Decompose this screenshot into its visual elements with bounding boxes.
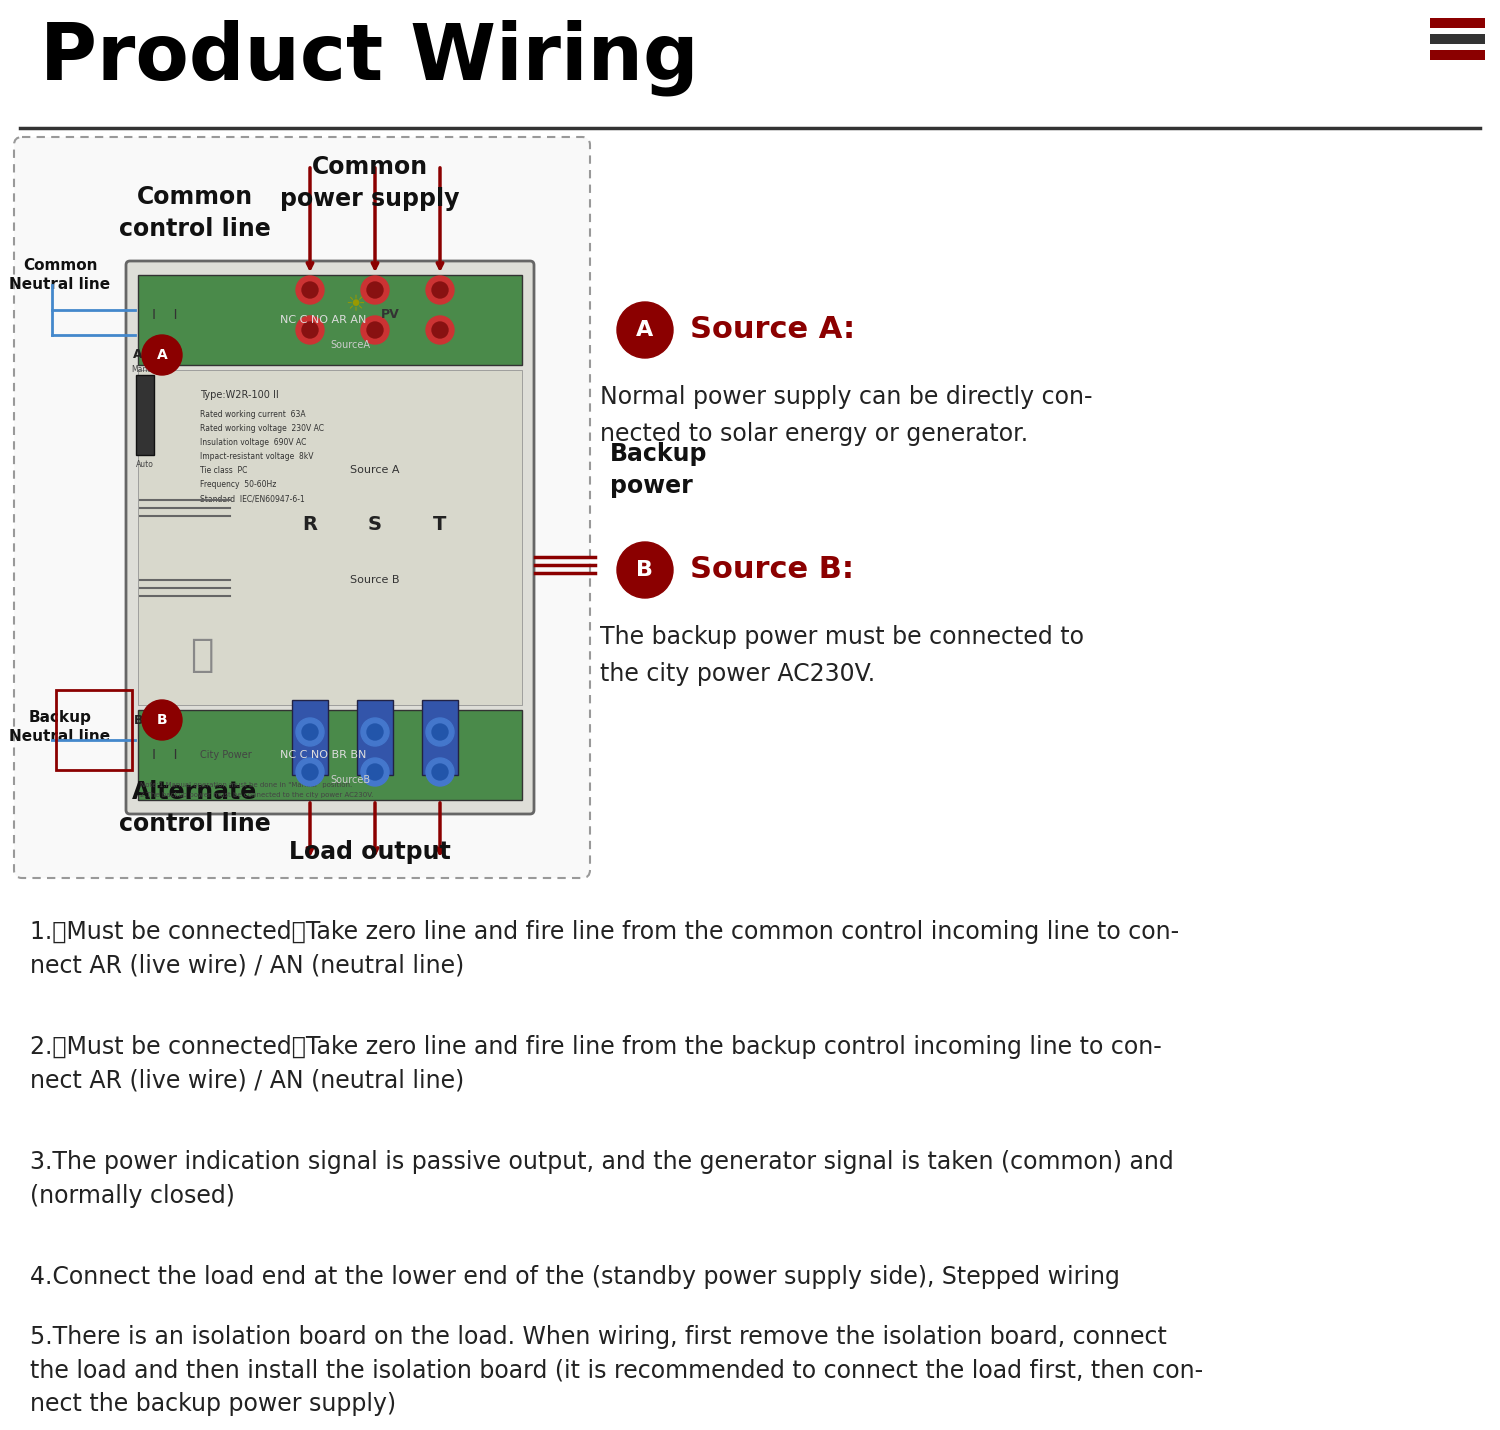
Text: Rated working voltage  230V AC: Rated working voltage 230V AC bbox=[200, 425, 324, 433]
Text: I    I: I I bbox=[153, 307, 177, 322]
Text: Standard  IEC/EN60947-6-1: Standard IEC/EN60947-6-1 bbox=[200, 493, 304, 503]
Text: A: A bbox=[134, 349, 142, 362]
Circle shape bbox=[426, 718, 454, 746]
Circle shape bbox=[432, 764, 448, 779]
Bar bbox=[357, 701, 393, 775]
Bar bbox=[136, 375, 154, 455]
Circle shape bbox=[616, 542, 674, 598]
Circle shape bbox=[432, 282, 448, 297]
Text: Source A:: Source A: bbox=[690, 316, 855, 345]
Circle shape bbox=[368, 724, 382, 739]
Circle shape bbox=[296, 718, 324, 746]
Bar bbox=[422, 701, 458, 775]
Text: Manual: Manual bbox=[130, 365, 159, 375]
Text: Impact-resistant voltage  8kV: Impact-resistant voltage 8kV bbox=[200, 452, 314, 460]
Text: Normal power supply can be directly con-
nected to solar energy or generator.: Normal power supply can be directly con-… bbox=[600, 385, 1092, 446]
Circle shape bbox=[426, 276, 454, 305]
Text: A: A bbox=[636, 320, 654, 340]
Text: Source A: Source A bbox=[350, 465, 399, 475]
Text: B: B bbox=[134, 714, 142, 726]
Text: S: S bbox=[368, 515, 382, 535]
Text: Frequency  50-60Hz: Frequency 50-60Hz bbox=[200, 480, 276, 489]
Text: 1.（Must be connected）Take zero line and fire line from the common control incomi: 1.（Must be connected）Take zero line and … bbox=[30, 919, 1179, 978]
Bar bbox=[1430, 19, 1485, 29]
Text: 2.（Must be connected）Take zero line and fire line from the backup control incomi: 2.（Must be connected）Take zero line and … bbox=[30, 1035, 1161, 1093]
Text: Tie class  PC: Tie class PC bbox=[200, 466, 248, 475]
Circle shape bbox=[302, 282, 318, 297]
Text: SourceA: SourceA bbox=[330, 340, 370, 350]
Bar bbox=[138, 275, 522, 365]
FancyBboxPatch shape bbox=[13, 137, 590, 878]
Text: PV: PV bbox=[381, 309, 399, 322]
Circle shape bbox=[368, 764, 382, 779]
Text: SourceB: SourceB bbox=[330, 775, 370, 785]
Text: B: B bbox=[636, 561, 654, 581]
Circle shape bbox=[302, 322, 318, 337]
Text: A: A bbox=[156, 347, 168, 362]
Circle shape bbox=[426, 316, 454, 345]
Text: ⬧: ⬧ bbox=[190, 636, 213, 674]
Circle shape bbox=[368, 282, 382, 297]
Bar bbox=[292, 701, 328, 775]
Text: Backup
Neutral line: Backup Neutral line bbox=[9, 711, 111, 744]
Text: 2.The backup power must be connected to the city power AC230V.: 2.The backup power must be connected to … bbox=[140, 792, 374, 798]
Bar bbox=[138, 711, 522, 799]
Text: NC C NO BR BN: NC C NO BR BN bbox=[280, 749, 366, 759]
Circle shape bbox=[426, 758, 454, 787]
Circle shape bbox=[362, 276, 388, 305]
Text: R: R bbox=[303, 515, 318, 535]
Circle shape bbox=[362, 758, 388, 787]
Text: Source B: Source B bbox=[350, 575, 399, 585]
Circle shape bbox=[616, 302, 674, 358]
Circle shape bbox=[368, 322, 382, 337]
Text: Type:W2R-100 II: Type:W2R-100 II bbox=[200, 390, 279, 400]
Circle shape bbox=[302, 764, 318, 779]
Text: Product Wiring: Product Wiring bbox=[40, 20, 699, 96]
Text: Common
power supply: Common power supply bbox=[280, 154, 459, 210]
Text: 4.Connect the load end at the lower end of the (standby power supply side), Step: 4.Connect the load end at the lower end … bbox=[30, 1266, 1120, 1288]
Text: ☀: ☀ bbox=[345, 295, 364, 315]
Bar bbox=[1430, 34, 1485, 44]
Bar bbox=[1430, 50, 1485, 60]
Circle shape bbox=[296, 276, 324, 305]
Text: 3.The power indication signal is passive output, and the generator signal is tak: 3.The power indication signal is passive… bbox=[30, 1150, 1173, 1207]
Text: I    I: I I bbox=[153, 748, 177, 762]
Text: 5.There is an isolation board on the load. When wiring, first remove the isolati: 5.There is an isolation board on the loa… bbox=[30, 1326, 1203, 1416]
Text: Common
control line: Common control line bbox=[118, 184, 272, 240]
Text: The backup power must be connected to
the city power AC230V.: The backup power must be connected to th… bbox=[600, 625, 1084, 686]
Circle shape bbox=[142, 701, 182, 739]
Text: Source B:: Source B: bbox=[690, 555, 853, 585]
Bar bbox=[138, 370, 522, 705]
Circle shape bbox=[296, 316, 324, 345]
Text: NC C NO AR AN: NC C NO AR AN bbox=[280, 315, 366, 325]
Text: Note:1.Manual operation must be done in "Manual" position.: Note:1.Manual operation must be done in … bbox=[140, 782, 352, 788]
Circle shape bbox=[362, 316, 388, 345]
Circle shape bbox=[302, 724, 318, 739]
Text: Rated working current  63A: Rated working current 63A bbox=[200, 410, 306, 419]
Circle shape bbox=[362, 718, 388, 746]
Text: Auto: Auto bbox=[136, 460, 154, 469]
Text: City Power: City Power bbox=[200, 749, 252, 759]
Text: T: T bbox=[433, 515, 447, 535]
Circle shape bbox=[432, 724, 448, 739]
Text: Load output: Load output bbox=[290, 839, 452, 864]
Text: Backup
power: Backup power bbox=[610, 442, 708, 498]
Circle shape bbox=[142, 335, 182, 375]
Circle shape bbox=[432, 322, 448, 337]
Text: B: B bbox=[156, 714, 168, 726]
Circle shape bbox=[296, 758, 324, 787]
Text: Alternate
control line: Alternate control line bbox=[118, 779, 272, 835]
Text: Insulation voltage  690V AC: Insulation voltage 690V AC bbox=[200, 438, 306, 448]
Text: Common
Neutral line: Common Neutral line bbox=[9, 257, 111, 292]
Bar bbox=[56, 691, 132, 769]
FancyBboxPatch shape bbox=[126, 262, 534, 814]
